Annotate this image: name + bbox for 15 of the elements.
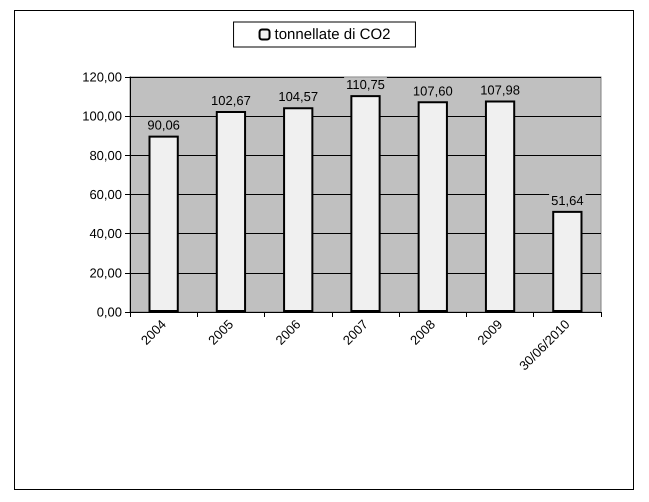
y-tick-label: 40,00 xyxy=(89,226,122,242)
y-tick-label: 20,00 xyxy=(89,265,122,280)
data-label: 90,06 xyxy=(147,118,180,133)
y-tick-label: 120,00 xyxy=(82,70,122,84)
y-tick-label: 100,00 xyxy=(82,108,122,124)
legend-label: tonnellate di CO2 xyxy=(274,26,390,43)
data-label: 107,98 xyxy=(480,82,520,98)
data-label: 107,60 xyxy=(412,83,453,98)
data-label: 51,64 xyxy=(551,192,584,208)
data-label: 104,57 xyxy=(278,89,318,104)
y-tick-label: 0,00 xyxy=(96,304,122,320)
data-label: 110,75 xyxy=(346,77,385,92)
y-tick-label: 60,00 xyxy=(89,187,122,202)
data-label: 102,67 xyxy=(211,92,251,108)
y-tick-label: 80,00 xyxy=(89,148,122,163)
